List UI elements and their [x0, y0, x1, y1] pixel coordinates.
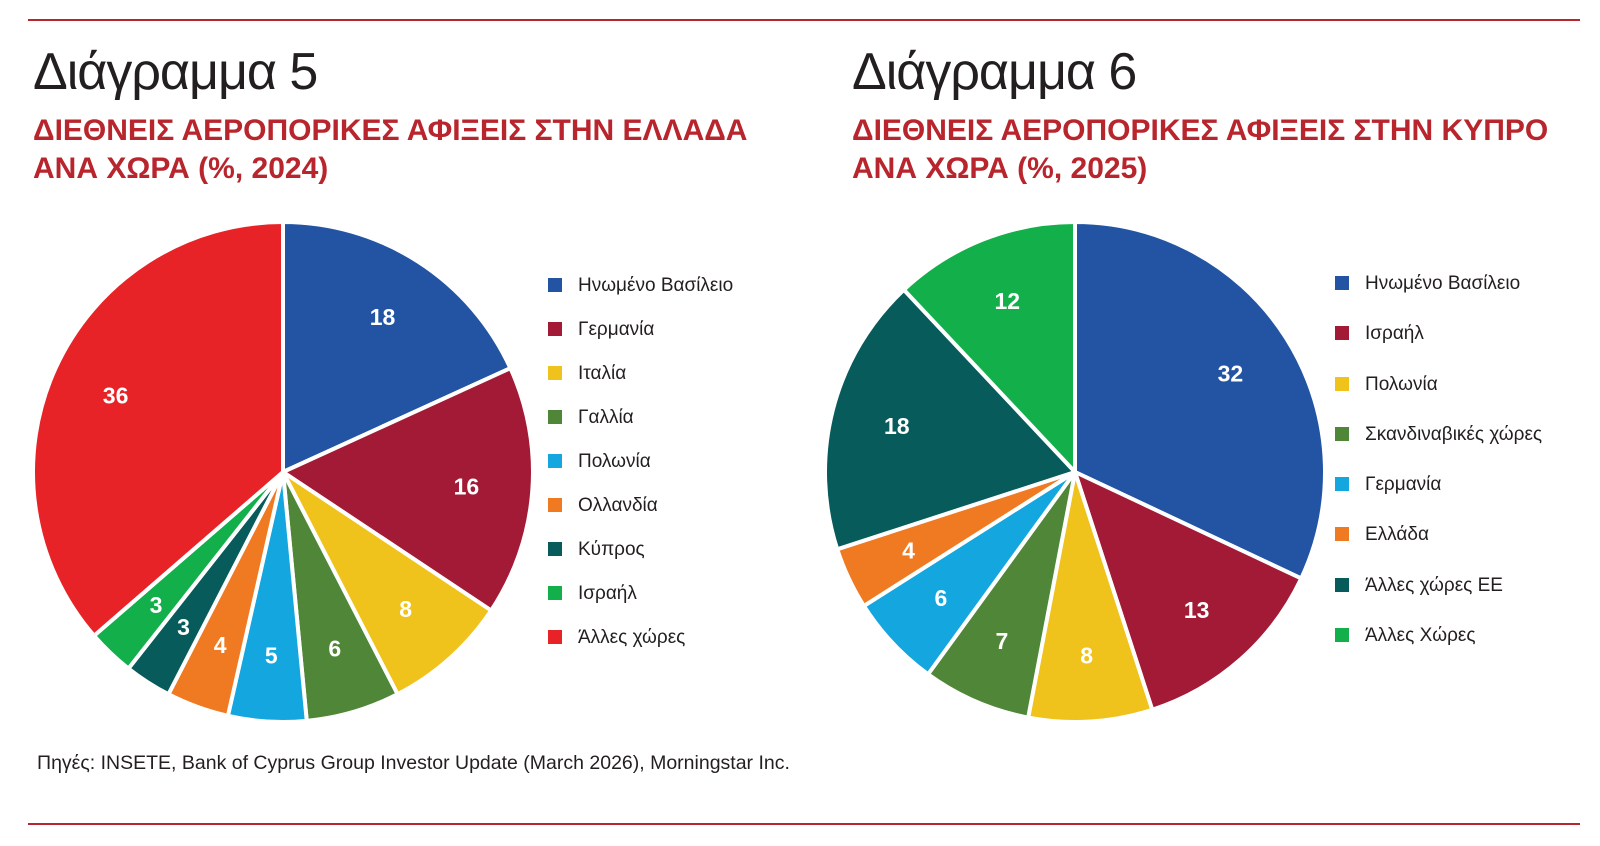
- pie-slice-2: [281, 366, 535, 613]
- pie-slice-3: [1026, 470, 1155, 724]
- legend-item: Ηνωμένο Βασίλειο: [1335, 273, 1542, 295]
- chart-legend: Ηνωμένο Βασίλειο Γερμανία Ιταλία Γαλλία Πολω…: [548, 275, 733, 671]
- legend-swatch: [548, 322, 562, 336]
- legend-label: Κύπρος: [578, 539, 645, 560]
- chart-panel-6: Διάγραμμα 6 ΔΙΕΘΝΕΙΣ ΑΕΡΟΠΟΡΙΚΕΣ ΑΦΙΞΕΙΣ…: [823, 20, 1600, 760]
- chart-subtitle-line-1: ΔΙΕΘΝΕΙΣ ΑΕΡΟΠΟΡΙΚΕΣ ΑΦΙΞΕΙΣ ΣΤΗΝ ΚΥΠΡΟ: [852, 114, 1549, 147]
- pie-slice-value-label: 8: [399, 596, 412, 622]
- pie-slice-value-label: 16: [454, 474, 480, 500]
- pie-slice-value-label: 12: [995, 288, 1021, 314]
- pie-slice-value-label: 4: [902, 537, 915, 563]
- pie-slice-9: [31, 220, 285, 638]
- pie-slice-value-label: 3: [150, 592, 163, 618]
- pie-slice-value-label: 18: [370, 304, 396, 330]
- legend-swatch: [1335, 577, 1349, 592]
- legend-item: Ηνωμένο Βασίλειο: [548, 275, 733, 297]
- legend-swatch: [548, 630, 562, 644]
- legend-item: Άλλες χώρες ΕΕ: [1335, 575, 1542, 597]
- source-note: Πηγές: INSETE, Bank of Cyprus Group Inve…: [37, 752, 790, 774]
- legend-swatch: [1335, 326, 1349, 341]
- pie-slice-2: [1073, 470, 1304, 712]
- chart-legend: Ηνωμένο Βασίλειο Ισραήλ Πολωνία Σκανδιναβικ…: [1335, 273, 1542, 675]
- legend-swatch: [1335, 477, 1349, 492]
- legend-swatch: [1335, 527, 1349, 542]
- pie-slice-value-label: 6: [328, 636, 341, 662]
- legend-swatch: [1335, 426, 1349, 441]
- legend-label: Πολωνία: [578, 451, 651, 472]
- legend-swatch: [548, 278, 562, 292]
- legend-label: Ηνωμένο Βασίλειο: [1365, 273, 1521, 294]
- legend-label: Ισραήλ: [1365, 323, 1424, 345]
- legend-item: Άλλες χώρες: [548, 627, 733, 649]
- legend-label: Άλλες Χώρες: [1365, 625, 1476, 647]
- legend-item: Πολωνία: [548, 451, 733, 473]
- legend-item: Ισραήλ: [1335, 323, 1542, 345]
- chart-subtitle-line-2: ΑΝΑ ΧΩΡΑ (%, 2025): [852, 152, 1148, 185]
- legend-item: Γερμανία: [1335, 474, 1542, 496]
- legend-swatch: [548, 586, 562, 600]
- legend-item: Ιταλία: [548, 363, 733, 385]
- legend-label: Άλλες χώρες ΕΕ: [1365, 574, 1503, 596]
- legend-label: Ηνωμένο Βασίλειο: [578, 275, 734, 296]
- legend-swatch: [1335, 276, 1349, 290]
- legend-label: Άλλες χώρες: [578, 627, 686, 648]
- chart-subtitle: ΔΙΕΘΝΕΙΣ ΑΕΡΟΠΟΡΙΚΕΣ ΑΦΙΞΕΙΣ ΣΤΗΝ ΕΛΛΑΔΑ…: [33, 112, 753, 188]
- chart-subtitle-line-2: ΑΝΑ ΧΩΡΑ (%, 2024): [33, 152, 329, 185]
- pie-slice-value-label: 5: [265, 643, 278, 669]
- legend-label: Ολλανδία: [578, 495, 658, 516]
- pie-slice-7: [823, 287, 1077, 552]
- chart-title: Διάγραμμα 5: [33, 43, 318, 101]
- legend-item: Γερμανία: [548, 319, 733, 341]
- top-divider: [28, 19, 1580, 21]
- legend-swatch: [1335, 628, 1349, 643]
- legend-item: Σκανδιναβικές χώρες: [1335, 424, 1542, 446]
- legend-item: Ολλανδία: [548, 495, 733, 517]
- pie-slice-value-label: 8: [1080, 643, 1093, 669]
- chart-subtitle: ΔΙΕΘΝΕΙΣ ΑΕΡΟΠΟΡΙΚΕΣ ΑΦΙΞΕΙΣ ΣΤΗΝ ΚΥΠΡΟ …: [852, 112, 1572, 188]
- legend-swatch: [548, 542, 562, 556]
- pie-slice-value-label: 3: [177, 614, 190, 640]
- chart-panel-5: Διάγραμμα 5 ΔΙΕΘΝΕΙΣ ΑΕΡΟΠΟΡΙΚΕΣ ΑΦΙΞΕΙΣ…: [0, 20, 790, 760]
- legend-item: Γαλλία: [548, 407, 733, 429]
- pie-slice-value-label: 32: [1218, 360, 1244, 386]
- legend-swatch: [1335, 376, 1349, 391]
- pie-slice-value-label: 18: [884, 413, 910, 439]
- legend-swatch: [548, 410, 562, 424]
- pie-slice-value-label: 4: [214, 632, 227, 658]
- pie-chart: 32 13 8 7 64 18 12: [823, 220, 1327, 724]
- legend-label: Γερμανία: [578, 319, 655, 340]
- legend-item: Ισραήλ: [548, 583, 733, 605]
- pie-slice-value-label: 7: [996, 628, 1009, 654]
- pie-slice-value-label: 6: [935, 585, 948, 611]
- pie-slice-8: [901, 220, 1077, 474]
- pie-slice-4: [926, 470, 1077, 720]
- chart-subtitle-line-1: ΔΙΕΘΝΕΙΣ ΑΕΡΟΠΟΡΙΚΕΣ ΑΦΙΞΕΙΣ ΣΤΗΝ ΕΛΛΑΔΑ: [33, 114, 748, 147]
- pie-slice-value-label: 13: [1184, 597, 1210, 623]
- legend-label: Σκανδιναβικές χώρες: [1365, 423, 1543, 445]
- legend-label: Ελλάδα: [1365, 524, 1429, 546]
- pie-slice-value-label: 36: [103, 383, 129, 409]
- legend-label: Γερμανία: [1365, 474, 1442, 496]
- legend-label: Ιταλία: [578, 363, 627, 384]
- legend-item: Ελλάδα: [1335, 524, 1542, 546]
- pie-slice-1: [281, 220, 513, 474]
- legend-label: Ισραήλ: [578, 583, 637, 604]
- pie-slice-3: [281, 470, 494, 697]
- legend-swatch: [548, 454, 562, 468]
- legend-label: Πολωνία: [1365, 373, 1438, 395]
- pie-slice-1: [1073, 220, 1327, 581]
- bottom-divider: [28, 823, 1580, 825]
- chart-title: Διάγραμμα 6: [852, 43, 1137, 101]
- legend-swatch: [548, 498, 562, 512]
- legend-item: Κύπρος: [548, 539, 733, 561]
- legend-item: Πολωνία: [1335, 374, 1542, 396]
- legend-item: Άλλες Χώρες: [1335, 625, 1542, 647]
- legend-swatch: [548, 366, 562, 380]
- legend-label: Γαλλία: [578, 407, 634, 428]
